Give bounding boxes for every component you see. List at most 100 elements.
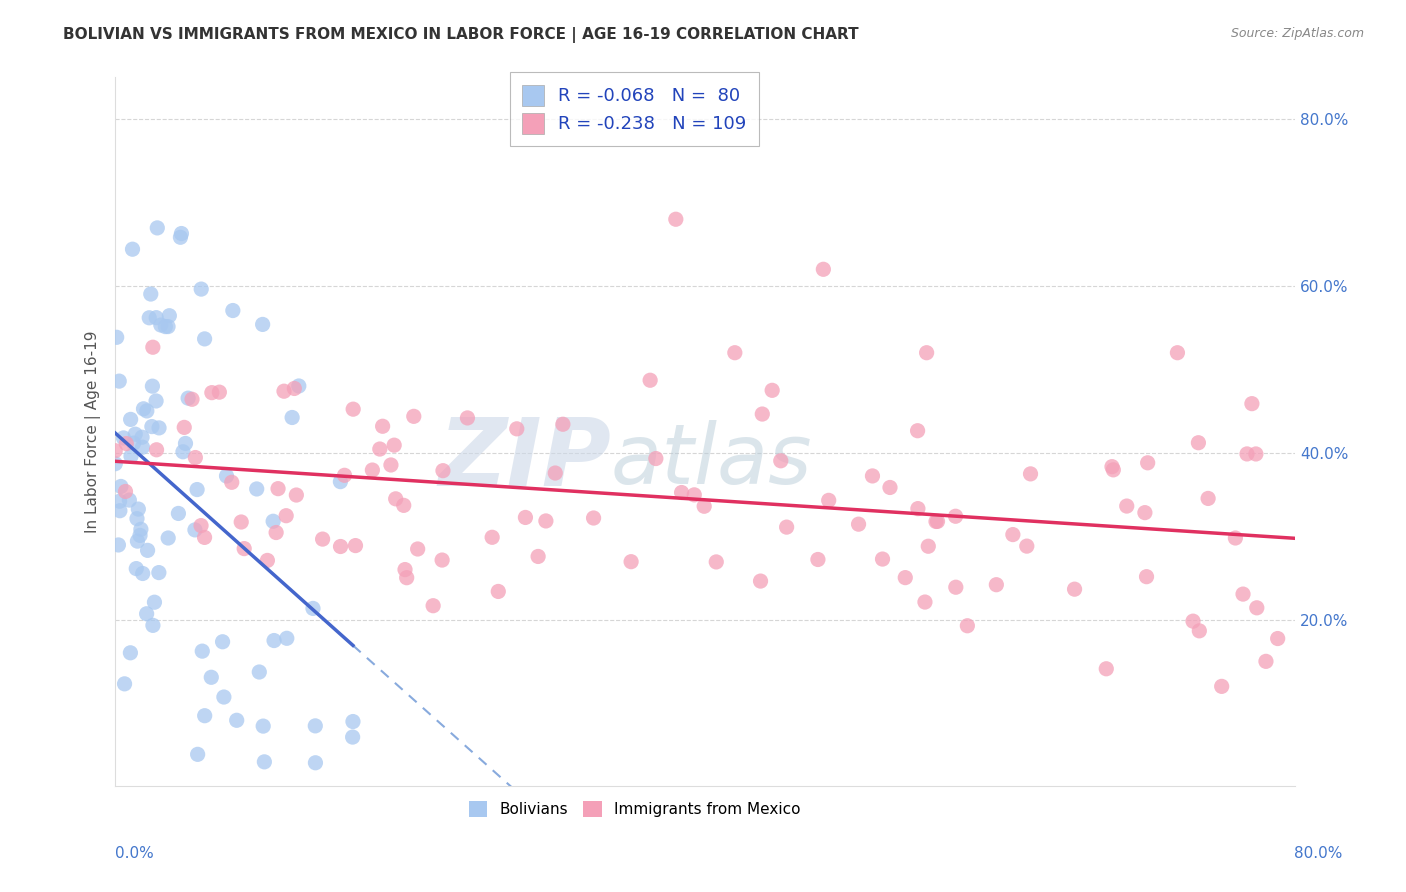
Point bbox=[551, 417, 574, 432]
Point bbox=[141, 379, 163, 393]
Point bbox=[200, 670, 222, 684]
Point bbox=[222, 303, 245, 318]
Point bbox=[986, 577, 1008, 591]
Point bbox=[233, 541, 256, 556]
Point bbox=[813, 262, 835, 277]
Legend: Bolivians, Immigrants from Mexico: Bolivians, Immigrants from Mexico bbox=[461, 794, 808, 825]
Point bbox=[402, 409, 425, 424]
Point bbox=[146, 220, 169, 235]
Point bbox=[769, 454, 792, 468]
Point bbox=[1246, 600, 1268, 615]
Point bbox=[167, 507, 190, 521]
Point bbox=[174, 436, 197, 450]
Point bbox=[281, 410, 304, 425]
Point bbox=[201, 385, 224, 400]
Point bbox=[104, 457, 127, 471]
Point bbox=[311, 532, 333, 546]
Point bbox=[406, 541, 429, 556]
Point bbox=[118, 493, 141, 508]
Point bbox=[184, 523, 207, 537]
Point bbox=[925, 515, 948, 529]
Point bbox=[807, 552, 830, 566]
Point bbox=[582, 511, 605, 525]
Point bbox=[693, 500, 716, 514]
Point bbox=[115, 436, 138, 450]
Point bbox=[371, 419, 394, 434]
Point bbox=[155, 319, 177, 334]
Point bbox=[380, 458, 402, 472]
Point bbox=[157, 531, 180, 545]
Point bbox=[276, 632, 298, 646]
Point bbox=[1197, 491, 1219, 506]
Point bbox=[108, 504, 131, 518]
Point bbox=[170, 227, 193, 241]
Point bbox=[194, 332, 217, 346]
Point bbox=[1187, 435, 1209, 450]
Point bbox=[304, 756, 326, 770]
Point bbox=[273, 384, 295, 399]
Point bbox=[256, 553, 278, 567]
Point bbox=[304, 719, 326, 733]
Point bbox=[169, 230, 191, 244]
Point bbox=[704, 555, 727, 569]
Point bbox=[247, 665, 270, 679]
Point bbox=[129, 528, 152, 542]
Point bbox=[211, 634, 233, 648]
Point bbox=[181, 392, 204, 407]
Point bbox=[862, 469, 884, 483]
Point bbox=[225, 714, 247, 728]
Point bbox=[544, 466, 567, 480]
Point bbox=[1101, 459, 1123, 474]
Point bbox=[1063, 582, 1085, 597]
Point bbox=[956, 619, 979, 633]
Point bbox=[190, 518, 212, 533]
Point bbox=[122, 436, 145, 450]
Y-axis label: In Labor Force | Age 16-19: In Labor Force | Age 16-19 bbox=[86, 331, 101, 533]
Point bbox=[1254, 654, 1277, 668]
Point bbox=[486, 584, 509, 599]
Point bbox=[187, 747, 209, 762]
Text: Source: ZipAtlas.com: Source: ZipAtlas.com bbox=[1230, 27, 1364, 40]
Point bbox=[215, 469, 238, 483]
Point bbox=[1244, 447, 1267, 461]
Point bbox=[395, 571, 418, 585]
Point bbox=[112, 431, 135, 445]
Point bbox=[481, 530, 503, 544]
Point bbox=[184, 450, 207, 465]
Point bbox=[142, 340, 165, 354]
Point bbox=[1136, 456, 1159, 470]
Point bbox=[342, 714, 364, 729]
Point bbox=[1232, 587, 1254, 601]
Point bbox=[253, 755, 276, 769]
Point bbox=[945, 509, 967, 524]
Point bbox=[120, 449, 142, 463]
Point bbox=[186, 483, 208, 497]
Point bbox=[221, 475, 243, 490]
Point bbox=[264, 525, 287, 540]
Point bbox=[252, 719, 274, 733]
Text: BOLIVIAN VS IMMIGRANTS FROM MEXICO IN LABOR FORCE | AGE 16-19 CORRELATION CHART: BOLIVIAN VS IMMIGRANTS FROM MEXICO IN LA… bbox=[63, 27, 859, 43]
Point bbox=[283, 382, 305, 396]
Point bbox=[620, 555, 643, 569]
Point bbox=[131, 440, 153, 454]
Point bbox=[534, 514, 557, 528]
Point bbox=[132, 401, 155, 416]
Text: 0.0%: 0.0% bbox=[115, 847, 155, 861]
Point bbox=[671, 485, 693, 500]
Point bbox=[456, 411, 478, 425]
Point bbox=[125, 561, 148, 575]
Point bbox=[148, 566, 170, 580]
Point bbox=[384, 491, 406, 506]
Point bbox=[394, 563, 416, 577]
Point bbox=[131, 430, 153, 444]
Point bbox=[129, 522, 152, 536]
Point bbox=[194, 708, 217, 723]
Point bbox=[382, 438, 405, 452]
Point bbox=[329, 475, 352, 489]
Point bbox=[149, 318, 172, 332]
Point bbox=[344, 539, 367, 553]
Point bbox=[246, 482, 269, 496]
Point bbox=[894, 571, 917, 585]
Point bbox=[333, 468, 356, 483]
Point bbox=[143, 595, 166, 609]
